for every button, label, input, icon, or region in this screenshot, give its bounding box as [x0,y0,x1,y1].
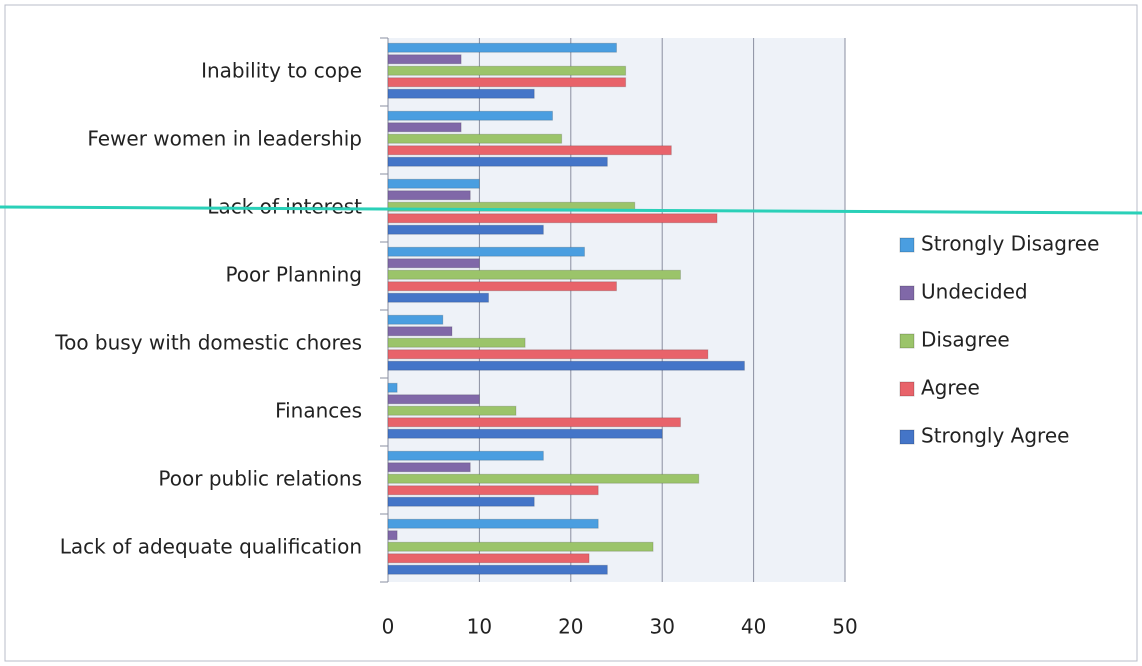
legend-swatch [899,237,915,253]
legend-swatch [899,333,915,349]
y-tick-label: Poor public relations [158,467,362,491]
bar [387,292,490,303]
bar [387,553,590,564]
bar [387,314,444,325]
bar [387,201,636,212]
bars [387,42,745,575]
y-tick-label: Lack of interest [207,195,362,219]
bar [387,405,517,416]
bar [387,394,480,405]
bar [387,145,672,156]
bar [387,133,563,144]
x-tick-label: 10 [467,615,492,639]
x-tick-label: 0 [382,615,395,639]
bar [387,178,480,189]
legend: Strongly Disagree Undecided Disagree Agree S… [899,232,1099,448]
bar [387,564,608,575]
y-tick-label: Lack of adequate qualification [60,535,362,559]
bar [387,122,462,133]
bar [387,326,453,337]
bar [387,417,681,428]
labels: 0 10 20 30 40 50 Inability to cope Fewer women … [54,59,857,639]
bar [387,77,627,88]
bar [387,541,654,552]
bar [387,42,617,53]
bar [387,428,663,439]
bar [387,88,535,99]
bar [387,485,599,496]
bar [387,156,608,167]
y-tick-label: Poor Planning [225,263,362,287]
bar [387,258,480,269]
bar [387,269,681,280]
bar [387,110,554,121]
bar [387,337,526,348]
legend-label: Disagree [921,328,1010,352]
y-tick-label: Too busy with domestic chores [54,331,362,355]
bar [387,190,471,201]
x-tick-label: 40 [741,615,766,639]
legend-swatch [899,285,915,301]
bar [387,496,535,507]
legend-label: Undecided [921,280,1028,304]
legend-label: Agree [921,376,980,400]
bar [387,382,398,393]
bar [387,349,709,360]
y-tick-label: Inability to cope [201,59,362,83]
bar [387,224,544,235]
bar [387,54,462,65]
x-tick-label: 50 [832,615,857,639]
legend-label: Strongly Disagree [921,232,1099,256]
bar [387,450,544,461]
legend-swatch [899,381,915,397]
bar [387,65,627,76]
bar [387,473,700,484]
y-tick-label: Finances [275,399,362,423]
x-tick-label: 20 [558,615,583,639]
bar [387,530,398,541]
bar [387,360,745,371]
bar [387,246,586,257]
bar [387,518,599,529]
y-tick-label: Fewer women in leadership [87,127,362,151]
x-tick-label: 30 [649,615,674,639]
bar [387,213,718,224]
legend-label: Strongly Agree [921,424,1069,448]
scan-line [0,205,1142,215]
bar [387,462,471,473]
bar [387,281,617,292]
legend-swatch [899,429,915,445]
